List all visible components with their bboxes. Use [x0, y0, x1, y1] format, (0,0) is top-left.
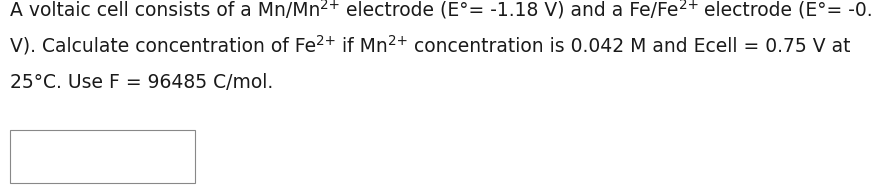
- Text: 2+: 2+: [388, 34, 408, 48]
- Text: concentration is 0.042 M and Ecell = 0.75 V at: concentration is 0.042 M and Ecell = 0.7…: [408, 37, 850, 56]
- Bar: [10, 130, 195, 183]
- Text: electrode (E°= -1.18 V) and a Fe/Fe: electrode (E°= -1.18 V) and a Fe/Fe: [341, 1, 679, 20]
- Text: 2+: 2+: [321, 0, 341, 12]
- Text: A voltaic cell consists of a Mn/Mn: A voltaic cell consists of a Mn/Mn: [10, 1, 321, 20]
- Text: V). Calculate concentration of Fe: V). Calculate concentration of Fe: [10, 37, 316, 56]
- Text: 25°C. Use F = 96485 C/mol.: 25°C. Use F = 96485 C/mol.: [10, 73, 273, 92]
- Text: if Mn: if Mn: [336, 37, 388, 56]
- Text: electrode (E°= -0.44: electrode (E°= -0.44: [699, 1, 871, 20]
- Text: 2+: 2+: [316, 34, 336, 48]
- Text: 2+: 2+: [679, 0, 699, 12]
